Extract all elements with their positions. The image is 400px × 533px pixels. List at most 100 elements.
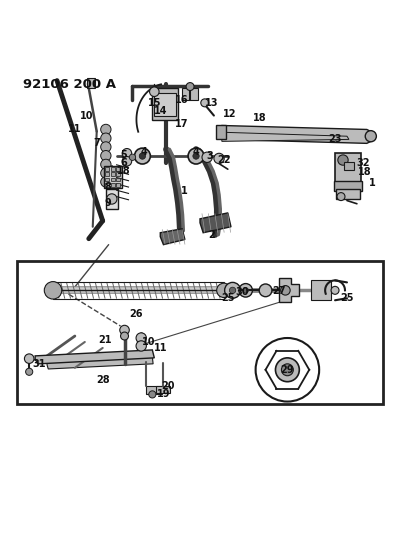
Bar [104,166,122,188]
Text: 16: 16 [175,95,189,106]
Circle shape [24,354,34,364]
Circle shape [225,282,240,298]
Bar [111,183,114,187]
Polygon shape [47,357,153,369]
Circle shape [188,148,204,164]
Text: 10: 10 [142,337,155,347]
Bar [311,280,331,300]
Text: 20: 20 [162,381,175,391]
Circle shape [337,192,345,200]
Circle shape [229,287,236,294]
Text: 2: 2 [208,230,215,240]
Text: 10: 10 [80,110,94,120]
Polygon shape [160,229,185,245]
Bar [116,183,120,187]
Circle shape [186,83,194,91]
Text: 92106 200 A: 92106 200 A [23,78,116,91]
Text: 12: 12 [223,109,236,118]
Bar [146,386,162,394]
Text: 18: 18 [253,112,266,123]
Text: 9: 9 [104,198,111,208]
Text: 6: 6 [120,158,127,168]
Text: 21: 21 [98,335,112,345]
Bar [334,181,362,191]
Circle shape [281,286,290,295]
Circle shape [101,168,111,179]
Circle shape [101,177,111,187]
Polygon shape [280,278,299,302]
Text: 19: 19 [157,389,170,399]
Bar [344,163,354,171]
Circle shape [217,283,231,297]
Polygon shape [200,213,231,233]
Bar [87,78,95,88]
Bar [116,167,120,171]
Circle shape [26,368,33,375]
Text: 22: 22 [217,155,230,165]
Circle shape [101,159,111,169]
Bar [111,172,114,176]
Polygon shape [222,132,349,141]
Circle shape [101,133,111,143]
Bar [216,125,226,140]
Bar [154,93,176,116]
Circle shape [149,391,156,398]
Bar [156,386,170,393]
Text: 18: 18 [117,166,130,176]
Text: 26: 26 [130,309,143,319]
Circle shape [338,155,348,165]
Text: 25: 25 [221,293,234,303]
Text: 1: 1 [181,186,188,196]
Circle shape [282,364,293,376]
Bar [105,172,109,176]
Circle shape [214,154,224,164]
Circle shape [129,154,136,160]
Text: 18: 18 [358,167,372,177]
Bar [335,154,361,183]
Text: 31: 31 [32,359,46,369]
Text: 1: 1 [370,178,376,188]
Circle shape [139,153,146,159]
Circle shape [122,157,132,166]
Text: 13: 13 [205,98,219,108]
Circle shape [122,149,132,158]
Circle shape [101,150,111,161]
Text: 4: 4 [141,147,148,157]
Text: 11: 11 [68,125,82,134]
Bar [111,167,114,171]
Bar [116,172,120,176]
Bar [152,88,178,119]
Text: 8: 8 [104,182,111,192]
Circle shape [193,153,199,159]
Circle shape [365,131,376,142]
Bar [105,183,109,187]
Circle shape [101,142,111,152]
Text: 32: 32 [356,158,370,168]
Polygon shape [35,350,154,364]
Text: 28: 28 [96,375,110,385]
Text: 25: 25 [340,293,354,303]
Circle shape [239,284,252,297]
Text: 30: 30 [235,287,248,297]
Circle shape [134,148,150,164]
Text: 7: 7 [93,139,100,148]
Circle shape [107,194,117,204]
Text: 17: 17 [175,119,189,130]
Bar [105,167,109,171]
Text: 15: 15 [148,98,161,108]
Text: 3: 3 [206,151,213,161]
Text: 23: 23 [328,134,342,144]
Text: 27: 27 [273,286,286,296]
Circle shape [44,281,62,299]
Circle shape [256,338,319,401]
Bar [111,177,114,182]
Bar [105,177,109,182]
Circle shape [243,287,248,293]
Text: 5: 5 [120,150,127,160]
Circle shape [101,124,111,135]
Text: 4: 4 [193,147,200,157]
Bar [17,261,383,403]
Text: 11: 11 [154,343,167,353]
Text: 14: 14 [154,106,167,116]
Circle shape [120,332,128,340]
